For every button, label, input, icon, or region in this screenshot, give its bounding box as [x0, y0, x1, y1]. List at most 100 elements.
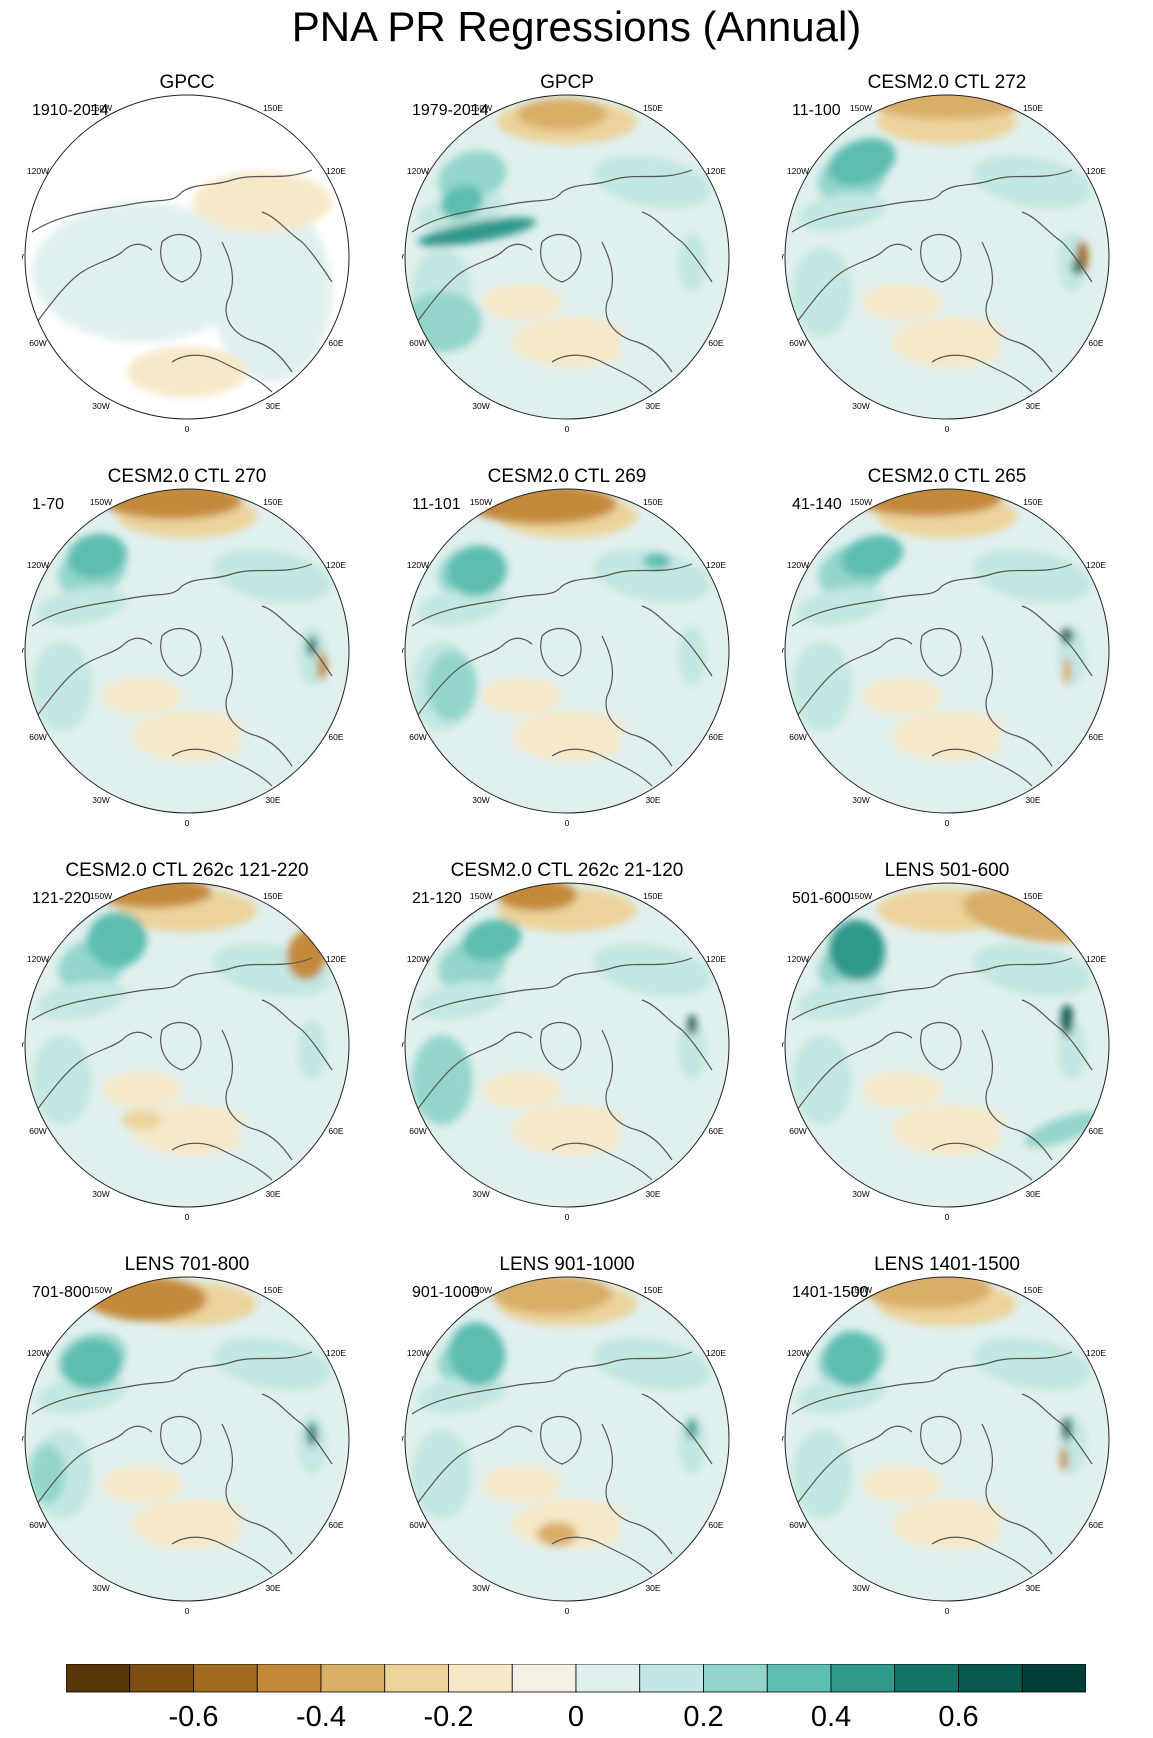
- panel-period: 121-220: [32, 890, 91, 907]
- longitude-label: 120E: [706, 560, 726, 570]
- field-shading: [482, 678, 562, 714]
- longitude-label: 60E: [1088, 1126, 1103, 1136]
- coastline: [31, 957, 313, 1021]
- field-shading: [87, 911, 147, 969]
- longitude-label: 150E: [643, 497, 663, 507]
- longitude-label: 0: [185, 1212, 190, 1222]
- coastline: [796, 243, 913, 323]
- map-panel: LENS 901-1000901-1000180150E120E90E60E30…: [402, 1254, 732, 1634]
- coastline: [411, 169, 693, 233]
- field-shading: [852, 489, 1002, 516]
- coastline: [791, 563, 1073, 627]
- longitude-label: 150E: [1023, 497, 1043, 507]
- longitude-label: 90W: [782, 1434, 784, 1444]
- field-shading: [892, 1105, 1012, 1155]
- polar-map: 180150E120E90E60E30E030W60W90W120W150W: [22, 1276, 352, 1616]
- map-border: [784, 882, 1110, 1208]
- panel-title: LENS 1401-1500: [874, 1254, 1020, 1275]
- coastline: [540, 627, 582, 677]
- polar-map: 180150E120E90E60E30E030W60W90W120W150W: [402, 488, 732, 828]
- longitude-label: 0: [565, 424, 570, 434]
- coastline: [540, 233, 582, 283]
- longitude-label: 60E: [1088, 338, 1103, 348]
- longitude-label: 150E: [263, 103, 283, 113]
- polar-map: 180150E120E90E60E30E030W60W90W120W150W: [22, 882, 352, 1222]
- map-border: [24, 94, 350, 420]
- colorbar-tick-label: 0.2: [683, 1701, 723, 1733]
- panel-title: GPCC: [159, 72, 215, 93]
- field-shading: [132, 711, 252, 761]
- field-shading: [212, 549, 332, 603]
- longitude-label: 90W: [22, 252, 24, 262]
- field-shading: [678, 232, 706, 292]
- field-shading: [892, 1499, 1012, 1549]
- colorbar-segment: [766, 1664, 832, 1693]
- coastline: [920, 1415, 962, 1465]
- longitude-label: 120E: [706, 954, 726, 964]
- coastline: [416, 637, 533, 717]
- longitude-label: 60E: [1088, 1520, 1103, 1530]
- field-shading: [317, 652, 327, 680]
- coastline: [221, 1423, 293, 1555]
- field-shading: [592, 1337, 712, 1391]
- longitude-label: 0: [945, 1212, 950, 1222]
- longitude-label: 30E: [265, 1189, 280, 1199]
- coastline: [981, 1029, 1053, 1161]
- coastline: [36, 637, 153, 717]
- panel-period: 1401-1500: [792, 1284, 869, 1301]
- field-shading: [824, 1331, 880, 1387]
- coastline: [551, 354, 653, 393]
- longitude-label: 120E: [326, 954, 346, 964]
- longitude-label: 150W: [470, 891, 492, 901]
- coastline: [791, 957, 1073, 1021]
- field-shading: [862, 1466, 942, 1502]
- longitude-label: 120E: [1086, 954, 1106, 964]
- longitude-label: 60W: [409, 732, 426, 742]
- longitude-label: 60W: [29, 1520, 46, 1530]
- panel-period: 1979-2014: [412, 102, 489, 119]
- longitude-label: 30W: [852, 1583, 869, 1593]
- map-border: [404, 488, 730, 814]
- map-border: [24, 1276, 350, 1602]
- field-shading: [862, 1072, 942, 1108]
- longitude-label: 90E: [1111, 646, 1112, 656]
- longitude-label: 150W: [90, 497, 112, 507]
- field-shading: [427, 651, 477, 721]
- coastline: [796, 1031, 913, 1111]
- coastline: [601, 241, 673, 373]
- field-shading: [102, 1466, 182, 1502]
- colorbar-segment: [66, 1664, 131, 1693]
- longitude-label: 120E: [326, 166, 346, 176]
- polar-map: 180150E120E90E60E30E030W60W90W120W150W: [22, 488, 352, 828]
- coastline: [601, 1423, 673, 1555]
- polar-map: 180150E120E90E60E30E030W60W90W120W150W: [782, 94, 1112, 434]
- map-border: [784, 94, 1110, 420]
- coastline: [601, 635, 673, 767]
- coastline: [551, 1142, 653, 1181]
- longitude-label: 0: [565, 818, 570, 828]
- field-shading: [482, 284, 562, 320]
- longitude-label: 120W: [787, 1348, 809, 1358]
- field-shading: [238, 1511, 306, 1557]
- coastline: [171, 748, 273, 787]
- longitude-label: 120W: [27, 954, 49, 964]
- polar-map: 180150E120E90E60E30E030W60W90W120W150W: [782, 882, 1112, 1222]
- longitude-label: 60E: [708, 1520, 723, 1530]
- coastline: [551, 748, 653, 787]
- colorbar-segment: [639, 1664, 704, 1693]
- field-shading: [497, 883, 577, 911]
- longitude-label: 60E: [708, 732, 723, 742]
- field-shading: [412, 1429, 472, 1519]
- longitude-label: 150E: [263, 497, 283, 507]
- panel-period: 21-120: [412, 890, 462, 907]
- field-shading: [972, 1337, 1092, 1391]
- longitude-label: 90W: [22, 1434, 24, 1444]
- panel-title: CESM2.0 CTL 269: [487, 466, 647, 487]
- map-panel: CESM2.0 CTL 26541-140180150E120E90E60E30…: [782, 466, 1112, 846]
- longitude-label: 0: [945, 818, 950, 828]
- longitude-label: 60E: [328, 732, 343, 742]
- colorbar-tick-label: -0.2: [424, 1701, 474, 1733]
- field-shading: [797, 980, 887, 1020]
- coastline: [31, 1351, 313, 1415]
- longitude-label: 150E: [1023, 891, 1043, 901]
